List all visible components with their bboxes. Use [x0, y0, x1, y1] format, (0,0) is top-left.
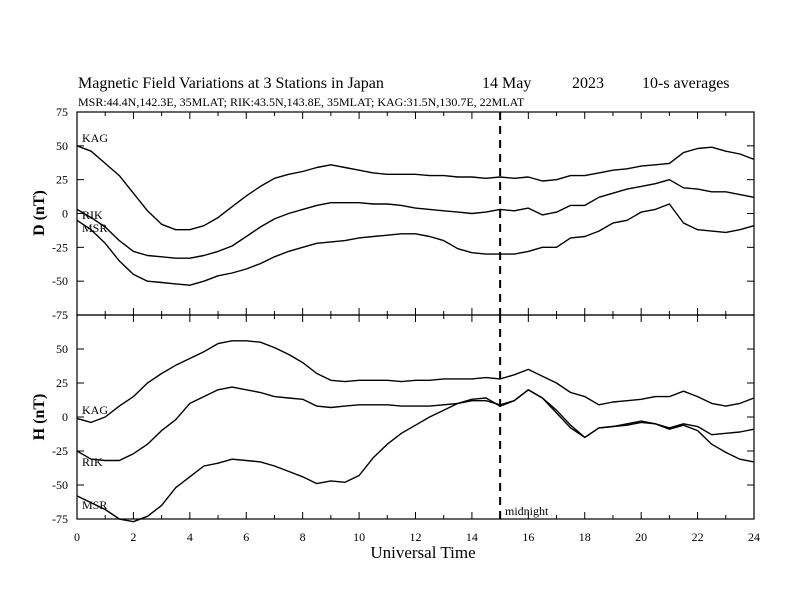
x-tick-label: 22: [692, 530, 704, 544]
x-tick-label: 6: [243, 530, 249, 544]
y-tick-label-bottom: 50: [56, 342, 68, 356]
x-tick-label: 10: [353, 530, 365, 544]
y-tick-label-bottom: -50: [52, 478, 68, 492]
series-label-rik-top: RIK: [82, 208, 103, 222]
x-tick-label: 18: [579, 530, 591, 544]
y-axis-label-bottom: H (nT): [31, 394, 48, 441]
series-label-kag-bottom: KAG: [82, 403, 108, 417]
y-tick-label-top: -25: [52, 240, 68, 254]
y-tick-label-bottom: -25: [52, 444, 68, 458]
y-tick-label-bottom: 25: [56, 376, 68, 390]
series-line-rik-top: [76, 179, 755, 259]
y-tick-label-top: 75: [56, 105, 68, 119]
y-tick-label-top: 0: [62, 207, 68, 221]
midnight-label: midnight: [505, 504, 549, 518]
x-tick-label: 20: [635, 530, 647, 544]
series-line-rik-bottom: [76, 386, 755, 462]
x-tick-label: 14: [466, 530, 478, 544]
y-tick-label-top: 25: [56, 173, 68, 187]
x-axis-label: Universal Time: [370, 543, 475, 562]
y-tick-label-bottom: -75: [52, 512, 68, 526]
series-line-msr-top: [76, 203, 755, 286]
x-tick-label: 16: [522, 530, 534, 544]
x-tick-label: 24: [748, 530, 760, 544]
chart-averaging: 10-s averages: [642, 75, 730, 92]
x-tick-label: 8: [300, 530, 306, 544]
chart-date: 14 May: [482, 75, 531, 92]
x-tick-label: 0: [74, 530, 80, 544]
stations-info: MSR:44.4N,142.3E, 35MLAT; RIK:43.5N,143.…: [78, 95, 525, 109]
x-tick-label: 2: [130, 530, 136, 544]
x-tick-label: 12: [410, 530, 422, 544]
series-label-msr-bottom: MSR: [82, 498, 107, 512]
y-tick-label-top: -50: [52, 274, 68, 288]
series-line-kag-bottom: [76, 340, 755, 424]
series-line-msr-bottom: [76, 389, 755, 523]
horizontal-panel: -75 -50 -25 0 25 50 KAG RIK MSR: [52, 314, 755, 526]
y-axis-label-top: D (nT): [31, 190, 48, 236]
x-tick-label: 4: [187, 530, 193, 544]
series-line-kag-top: [76, 145, 755, 231]
series-label-msr-top: MSR: [82, 221, 107, 235]
chart-year: 2023: [572, 75, 604, 92]
y-tick-label-bottom: 0: [62, 410, 68, 424]
y-tick-label-top: 50: [56, 139, 68, 153]
series-label-kag-top: KAG: [82, 131, 108, 145]
series-label-rik-bottom: RIK: [82, 455, 103, 469]
chart-title: Magnetic Field Variations at 3 Stations …: [78, 75, 384, 92]
y-tick-label-top: -75: [52, 308, 68, 322]
